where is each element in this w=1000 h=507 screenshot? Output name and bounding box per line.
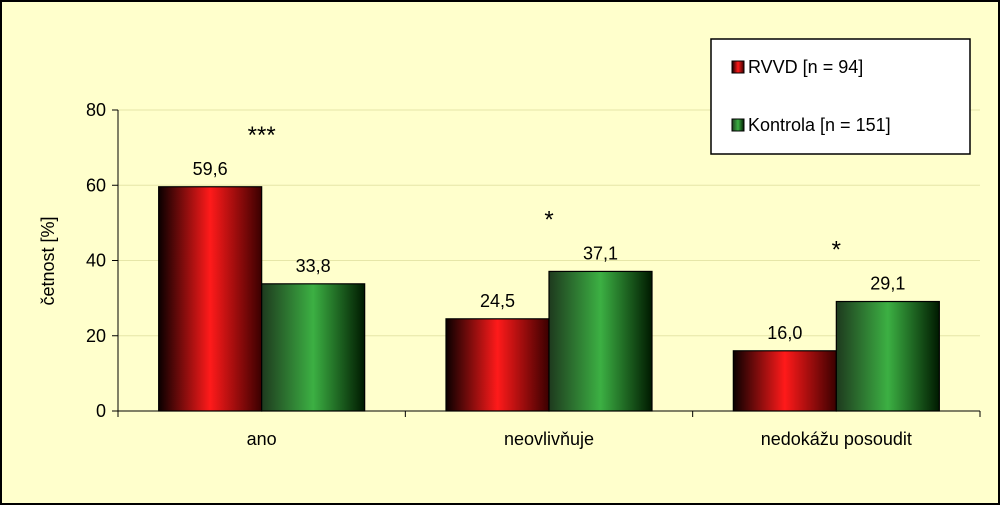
data-label: 33,8 [296, 256, 331, 276]
category-label: neovlivňuje [504, 429, 594, 449]
y-tick-label: 60 [86, 175, 106, 195]
bar-kontrola-2 [835, 300, 940, 412]
data-label: 59,6 [193, 159, 228, 179]
category-label: nedokážu posoudit [761, 429, 912, 449]
bar-rvvd-1 [445, 318, 550, 412]
significance-marker: * [544, 206, 553, 233]
legend-label-rvvd: RVVD [n = 94] [748, 57, 863, 77]
category-label: ano [247, 429, 277, 449]
bar-layer [158, 186, 940, 412]
bar-rvvd-0 [158, 186, 263, 412]
bar-rvvd-2 [732, 350, 837, 412]
legend-box [710, 38, 971, 155]
legend-swatch-kontrola [731, 118, 745, 132]
y-axis-title: četnost [%] [38, 216, 58, 305]
y-tick-label: 80 [86, 100, 106, 120]
data-label: 37,1 [583, 243, 618, 263]
y-tick-label: 40 [86, 251, 106, 271]
bar-kontrola-1 [548, 270, 653, 412]
legend: RVVD [n = 94] Kontrola [n = 151] [710, 38, 971, 155]
significance-marker: * [832, 237, 841, 264]
data-label: 24,5 [480, 291, 515, 311]
bar-kontrola-0 [261, 283, 366, 412]
y-tick-label: 20 [86, 326, 106, 346]
legend-label-kontrola: Kontrola [n = 151] [748, 115, 891, 135]
significance-marker: *** [248, 122, 276, 149]
legend-swatch-rvvd [731, 60, 745, 74]
data-label: 16,0 [767, 323, 802, 343]
data-label: 29,1 [870, 274, 905, 294]
y-tick-label: 0 [96, 401, 106, 421]
label-layer: 0 20 40 60 80 59,6 33,8 ano *** 24,5 37,1 neovlivňu… [86, 100, 912, 449]
